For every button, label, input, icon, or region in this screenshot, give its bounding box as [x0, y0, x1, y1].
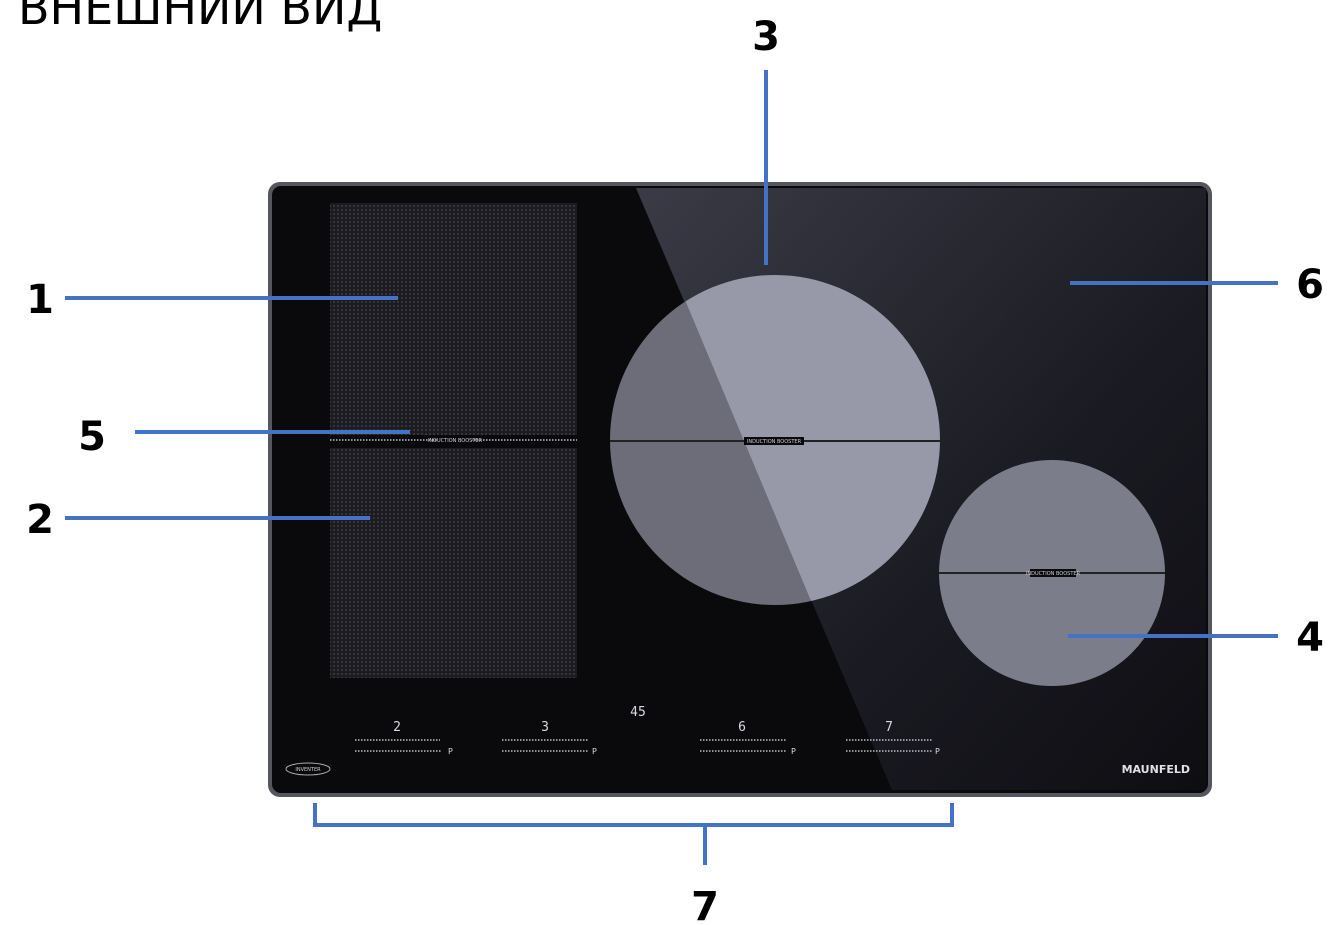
zone-badge: INDUCTION BOOSTER — [747, 439, 802, 445]
zone-badge: INDUCTION BOOSTER — [428, 438, 483, 444]
logo: INVENTER — [295, 767, 321, 773]
callout-label: 5 — [78, 414, 106, 460]
logo-oval — [285, 762, 331, 776]
flex-zone-top — [330, 203, 577, 435]
timer-display: 45 — [630, 705, 646, 720]
brand: MAUNFELD — [1122, 763, 1190, 776]
callouts: 1 2 3 4 5 6 7 — [26, 14, 1324, 925]
callout-label: 6 — [1296, 262, 1324, 308]
badge — [1030, 569, 1076, 577]
callout-label: 3 — [752, 14, 780, 60]
badge — [438, 436, 472, 444]
cooktop: INDUCTION BOOSTER INDUCTION BOOSTER INDU… — [268, 182, 1212, 797]
callout-label: 2 — [26, 497, 54, 543]
control-panel: 2 3 6 7 45 P P P P — [355, 705, 940, 756]
power-mark: P — [592, 747, 597, 756]
power-mark: P — [935, 747, 940, 756]
flex-zone-bottom — [330, 448, 577, 678]
badge — [744, 437, 804, 445]
zone-display: 2 — [393, 720, 401, 735]
zone-display: 6 — [738, 720, 746, 735]
callout-label: 1 — [26, 277, 54, 323]
callout-label: 7 — [691, 884, 719, 925]
zone-badge: INDUCTION BOOSTER — [1026, 571, 1081, 577]
callout-label: 4 — [1296, 615, 1324, 661]
zone-display: 7 — [885, 720, 893, 735]
power-mark: P — [448, 747, 453, 756]
bracket — [313, 803, 954, 827]
power-mark: P — [791, 747, 796, 756]
page-title: ВНЕШНИЙ ВИД — [18, 0, 382, 35]
zone-display: 3 — [541, 720, 549, 735]
